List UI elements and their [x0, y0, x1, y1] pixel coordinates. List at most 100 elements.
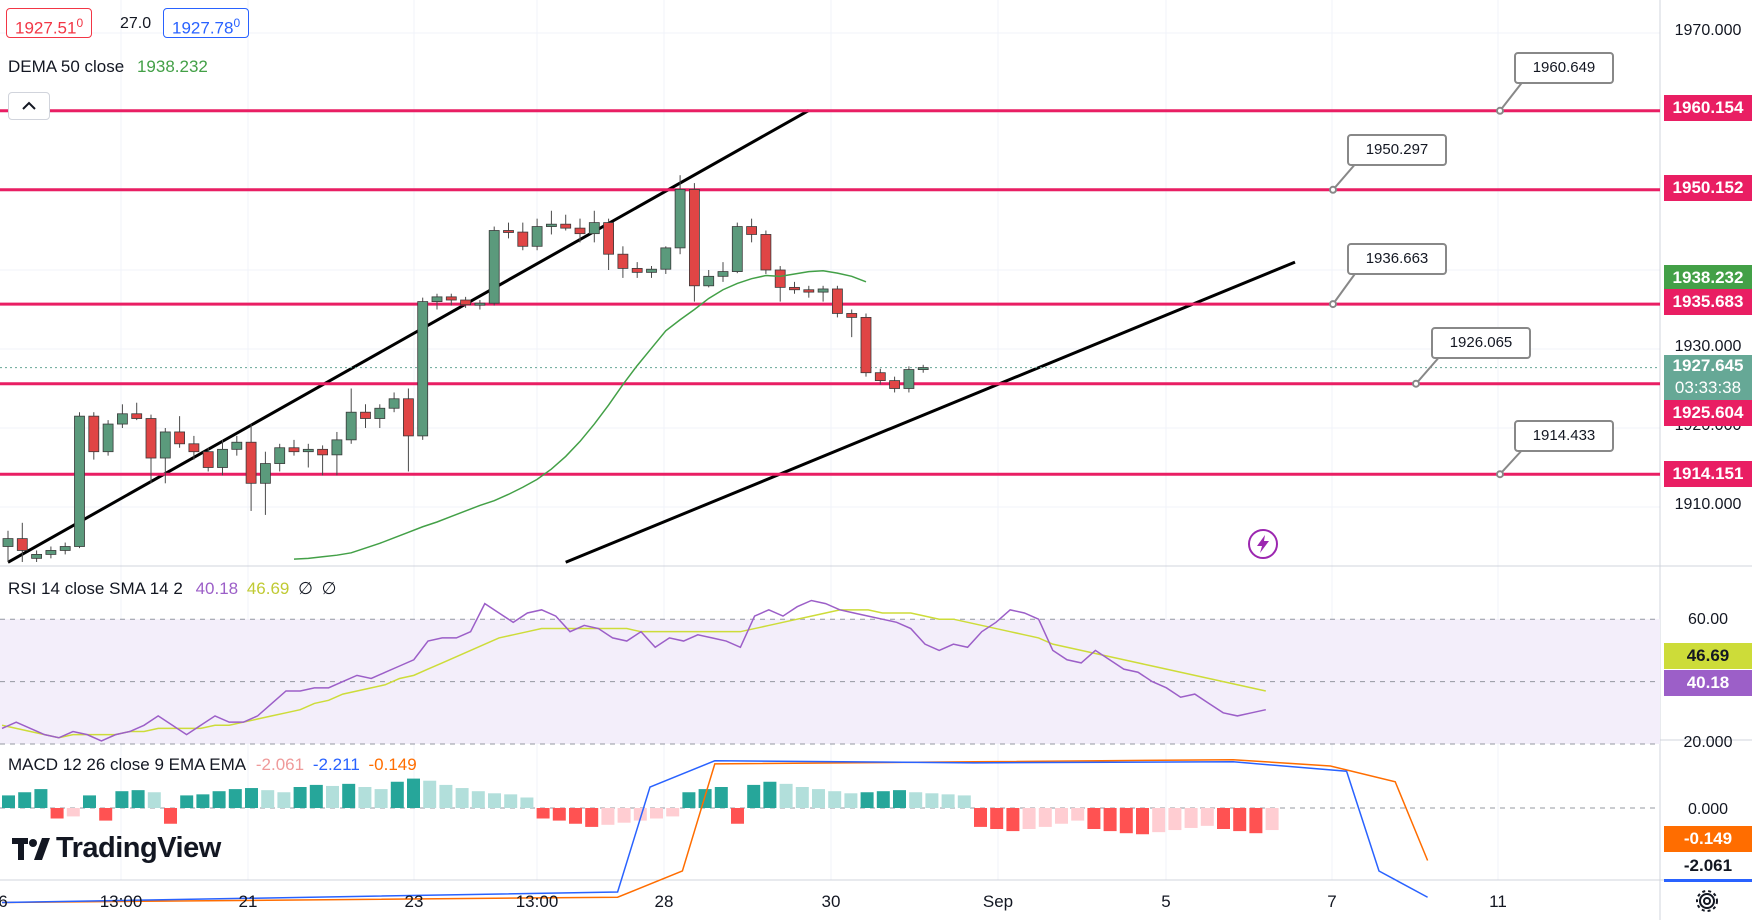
- macd-histogram-bar: [974, 808, 987, 827]
- candle-body: [102, 423, 114, 453]
- candle-body: [789, 286, 800, 291]
- candle-body: [474, 302, 486, 306]
- macd-histogram-bar: [1006, 808, 1020, 832]
- macd-histogram-bar: [228, 789, 242, 808]
- candle-body: [245, 441, 257, 484]
- candle-body: [917, 367, 929, 371]
- macd-histogram-bar: [1233, 808, 1247, 832]
- candle-body: [302, 448, 314, 453]
- macd-legend[interactable]: MACD 12 26 close 9 EMA EMA -2.061 -2.211…: [8, 755, 417, 775]
- macd-histogram-bar: [860, 792, 874, 808]
- macd-histogram-bar: [795, 787, 809, 808]
- macd-histogram-bar: [423, 780, 437, 808]
- candle-body: [445, 296, 457, 301]
- candle-body: [317, 448, 329, 456]
- rsi-line: [1, 599, 1266, 742]
- rsi-label: 40.18: [1664, 670, 1752, 696]
- callout-1936[interactable]: 1936.663: [1347, 243, 1447, 275]
- bid-price-badge[interactable]: 1927.510: [6, 8, 93, 38]
- macd-histogram-bar: [293, 787, 307, 808]
- candle-body: [832, 288, 843, 314]
- candle-body: [345, 411, 357, 441]
- macd-histogram-bar: [131, 790, 145, 808]
- level-label-1925: 1925.604: [1664, 400, 1752, 426]
- rsi-legend-name: RSI 14 close SMA 14 2: [8, 579, 183, 598]
- macd-histogram-bar: [407, 778, 420, 808]
- macd-histogram-bar: [471, 791, 485, 808]
- dema-legend[interactable]: DEMA 50 close 1938.232: [8, 57, 208, 77]
- callout-1960[interactable]: 1960.649: [1514, 52, 1614, 84]
- rsi-legend-value: 40.18: [195, 579, 239, 598]
- candle-body: [45, 550, 57, 555]
- macd-histogram-bar: [844, 793, 858, 808]
- callout-pointer: [1499, 447, 1525, 475]
- candle-body: [817, 288, 829, 293]
- macd-legend-name: MACD 12 26 close 9 EMA EMA: [8, 755, 246, 774]
- macd-histogram-bar: [374, 789, 388, 808]
- gear-icon[interactable]: [1693, 887, 1721, 915]
- macd-histogram-bar: [50, 808, 64, 819]
- callout-pointer: [1332, 161, 1358, 191]
- macd-histogram-bar: [1200, 808, 1214, 826]
- signal-label: -0.149: [1664, 826, 1752, 852]
- candle-body: [259, 463, 271, 484]
- macd-tick: 20.000: [1683, 734, 1733, 751]
- level-label-1950: 1950.152: [1664, 175, 1752, 201]
- macd-histogram-bar: [455, 788, 469, 808]
- candle-body: [746, 226, 757, 235]
- candle-body: [631, 268, 643, 273]
- candle-body: [274, 447, 286, 464]
- time-tick: 6: [0, 892, 8, 911]
- macd-histogram-bar: [504, 794, 518, 808]
- time-tick: 28: [654, 892, 674, 911]
- time-tick: 21: [238, 892, 258, 911]
- rsi-legend[interactable]: RSI 14 close SMA 14 2 40.18 46.69 ∅ ∅: [8, 579, 336, 599]
- candle-body: [74, 415, 85, 547]
- callout-1926[interactable]: 1926.065: [1431, 327, 1531, 359]
- ask-price: 1927.78: [172, 18, 234, 38]
- macd-histogram-bar: [1055, 808, 1068, 824]
- rsi-sma-line: [1, 609, 1266, 739]
- rsi-legend-extra1: ∅: [298, 579, 313, 598]
- macd-histogram-bar: [682, 792, 696, 808]
- tradingview-logo[interactable]: TradingView: [12, 832, 221, 865]
- last-price-label: 1927.645 03:33:38: [1664, 355, 1752, 401]
- collapse-button[interactable]: [8, 92, 50, 120]
- callout-1950[interactable]: 1950.297: [1347, 134, 1447, 166]
- candle-body: [202, 451, 214, 468]
- lightning-icon[interactable]: [1247, 528, 1279, 560]
- callout-anchor: [1496, 106, 1504, 115]
- macd-histogram-bar: [342, 783, 356, 808]
- ask-price-badge[interactable]: 1927.780: [163, 8, 250, 38]
- callout-anchor: [1496, 470, 1504, 479]
- macd-histogram-bar: [1168, 808, 1182, 831]
- rsi-tick: 60.00: [1687, 611, 1729, 628]
- macd-histogram-bar: [812, 789, 825, 808]
- callout-1914[interactable]: 1914.433: [1514, 420, 1614, 452]
- macd-histogram-bar: [1119, 808, 1133, 834]
- candle-body: [374, 407, 386, 419]
- chevron-up-icon: [22, 101, 36, 110]
- candle-body: [159, 431, 171, 459]
- candle-body: [174, 431, 186, 445]
- candle-body: [574, 227, 586, 235]
- macd-histogram-bar: [439, 784, 453, 808]
- macd-histogram-bar: [876, 791, 890, 808]
- macd-histogram-bar: [83, 795, 96, 808]
- macd-histogram-bar: [115, 791, 129, 808]
- macd-histogram-bar: [277, 792, 291, 808]
- candle-body: [803, 289, 815, 293]
- rsi-sma-label: 46.69: [1664, 643, 1752, 669]
- candle-body: [889, 380, 900, 389]
- macd-histogram-bar: [763, 781, 777, 808]
- time-tick: 30: [821, 892, 841, 911]
- macd-histogram-bar: [552, 808, 566, 821]
- macd-histogram-bar: [2, 795, 15, 808]
- macd-histogram-bar: [1136, 808, 1149, 835]
- macd-histogram-bar: [666, 808, 680, 817]
- candle-body: [588, 222, 600, 235]
- macd-histogram-bar: [893, 790, 906, 808]
- macd-histogram-bar: [779, 783, 793, 808]
- macd-histogram-bar: [66, 808, 80, 817]
